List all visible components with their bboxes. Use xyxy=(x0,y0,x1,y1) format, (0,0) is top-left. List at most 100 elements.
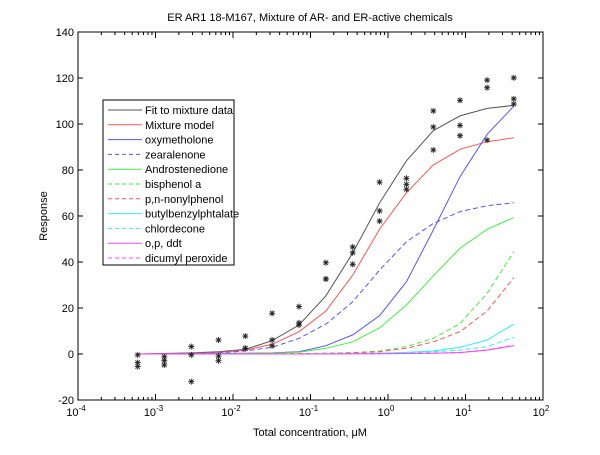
data-point-marker xyxy=(188,378,195,385)
data-point-marker xyxy=(430,147,437,153)
data-point-marker xyxy=(510,74,517,81)
legend-label: bisphenol a xyxy=(145,179,202,191)
data-point-marker xyxy=(403,186,410,193)
star-stroke xyxy=(484,85,490,91)
x-tick-label: 102 xyxy=(533,404,550,419)
star-stroke xyxy=(161,358,167,364)
star-stroke xyxy=(323,276,329,282)
legend-label: p,n-nonylphenol xyxy=(145,194,223,206)
star-stroke xyxy=(403,186,409,192)
x-tick-label: 10-2 xyxy=(221,404,241,419)
data-point-marker xyxy=(215,353,222,360)
y-tick-label: 140 xyxy=(56,27,74,39)
y-tick-label: 0 xyxy=(68,349,74,361)
star-stroke xyxy=(430,147,436,153)
legend-label: Mixture model xyxy=(145,120,214,132)
data-point-marker xyxy=(134,351,141,358)
star-stroke xyxy=(457,97,463,103)
star-stroke xyxy=(457,133,463,139)
data-point-marker xyxy=(322,259,329,266)
data-point-marker xyxy=(322,276,329,282)
data-point-marker xyxy=(403,175,410,182)
y-tick-label: 20 xyxy=(62,303,74,315)
data-point-marker xyxy=(269,342,276,349)
chart-title: ER AR1 18-M167, Mixture of AR- and ER-ac… xyxy=(167,12,453,24)
star-stroke xyxy=(161,354,167,360)
data-point-marker xyxy=(269,337,276,343)
series-line-bisphenol-a xyxy=(137,251,515,355)
star-stroke xyxy=(242,345,248,351)
star-stroke xyxy=(242,333,248,339)
y-tick-label: -20 xyxy=(58,395,74,407)
star-stroke xyxy=(377,208,383,214)
series-layer xyxy=(137,104,515,355)
star-stroke xyxy=(377,218,383,224)
y-tick-label: 100 xyxy=(56,119,74,131)
data-points xyxy=(134,74,517,385)
legend: Fit to mixture data Mixture model oxymetho… xyxy=(102,99,239,266)
x-tick-label: 10-4 xyxy=(66,404,86,419)
data-point-marker xyxy=(296,303,302,310)
x-tick-label: 10-1 xyxy=(299,404,319,419)
data-point-marker xyxy=(215,337,222,343)
legend-box xyxy=(102,99,235,266)
y-axis-label: Response xyxy=(38,191,50,241)
data-point-marker xyxy=(376,218,383,225)
series-line-p-n-nonylphenol xyxy=(137,277,515,355)
y-tick-label: 80 xyxy=(62,165,74,177)
series-line-dicumyl-peroxide xyxy=(137,344,514,355)
legend-label: zearalenone xyxy=(145,149,206,161)
star-stroke xyxy=(215,358,222,364)
y-tick-label: 120 xyxy=(56,73,74,85)
star-stroke xyxy=(323,260,329,266)
data-point-marker xyxy=(242,345,249,352)
data-point-marker xyxy=(161,362,168,368)
star-stroke xyxy=(188,379,194,385)
data-point-marker xyxy=(296,322,302,328)
star-stroke xyxy=(484,77,490,83)
star-stroke xyxy=(188,352,194,358)
series-line-butylbenzylphtalate xyxy=(137,323,515,355)
data-point-marker xyxy=(134,359,141,366)
star-stroke xyxy=(215,353,222,359)
data-point-marker xyxy=(188,351,195,358)
data-point-marker xyxy=(484,84,491,91)
x-tick-label: 101 xyxy=(455,404,472,419)
legend-label: butylbenzylphtalate xyxy=(145,209,239,221)
star-stroke xyxy=(377,179,383,185)
data-point-marker xyxy=(188,343,195,350)
star-stroke xyxy=(188,344,194,350)
data-point-marker xyxy=(134,363,141,370)
data-point-marker xyxy=(430,124,437,130)
star-stroke xyxy=(350,261,356,267)
data-point-marker xyxy=(376,179,383,186)
star-stroke xyxy=(403,175,409,181)
legend-label: oxymetholone xyxy=(145,135,214,147)
data-point-marker xyxy=(349,249,356,256)
data-point-marker xyxy=(457,132,463,139)
legend-label: dicumyl peroxide xyxy=(145,253,228,265)
star-stroke xyxy=(296,322,302,328)
star-stroke xyxy=(269,337,275,343)
data-point-marker xyxy=(215,357,222,364)
data-point-marker xyxy=(510,101,517,107)
series-line-mixture-model xyxy=(137,137,514,355)
legend-label: o,p, ddt xyxy=(145,238,182,250)
star-stroke xyxy=(430,124,436,130)
star-stroke xyxy=(403,181,409,187)
star-stroke xyxy=(135,360,141,366)
x-tick-label: 100 xyxy=(378,404,395,419)
legend-label: Fit to mixture data xyxy=(145,105,234,117)
legend-label: chlordecone xyxy=(145,223,205,235)
data-point-marker xyxy=(376,207,383,214)
data-point-marker xyxy=(457,122,463,129)
star-stroke xyxy=(135,364,141,370)
y-tick-label: 40 xyxy=(62,257,74,269)
star-stroke xyxy=(161,362,167,368)
data-point-marker xyxy=(430,107,437,114)
star-stroke xyxy=(484,137,490,143)
star-stroke xyxy=(350,244,356,250)
data-point-marker xyxy=(403,181,410,188)
x-axis-label: Total concentration, μM xyxy=(253,427,367,439)
